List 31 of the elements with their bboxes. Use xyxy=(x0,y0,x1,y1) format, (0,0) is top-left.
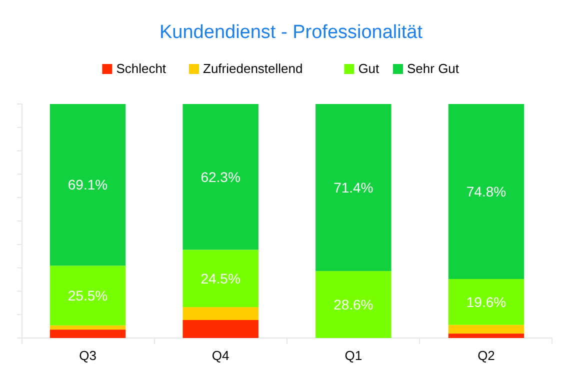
legend-label: Zufriedenstellend xyxy=(203,61,303,76)
bar xyxy=(50,325,126,330)
legend-label: Gut xyxy=(358,61,380,76)
data-label: 19.6% xyxy=(466,294,506,310)
x-tick-label: Q3 xyxy=(79,348,96,363)
bar xyxy=(448,324,524,334)
bar xyxy=(50,266,126,326)
bar xyxy=(316,104,392,272)
x-tick-label: Q2 xyxy=(478,348,495,363)
data-label: 28.6% xyxy=(334,296,374,312)
bar xyxy=(182,307,258,320)
legend-label: Schlecht xyxy=(116,61,166,76)
bar xyxy=(50,104,126,266)
bar xyxy=(448,334,524,338)
x-tick-label: Q1 xyxy=(344,348,362,363)
data-label: 74.8% xyxy=(466,183,506,200)
data-label: 25.5% xyxy=(68,287,108,304)
bar xyxy=(182,250,258,308)
x-tick-label: Q4 xyxy=(212,348,230,363)
bar xyxy=(182,320,258,338)
bar xyxy=(50,330,126,338)
data-label: 69.1% xyxy=(68,176,108,193)
data-label: 24.5% xyxy=(200,270,240,286)
data-label: 71.4% xyxy=(334,179,374,196)
bar xyxy=(182,104,258,250)
chart-title: Kundendienst - Professionalität xyxy=(160,22,424,43)
bar xyxy=(448,104,524,280)
bar xyxy=(448,279,524,325)
legend-label: Sehr Gut xyxy=(407,61,460,76)
data-label: 62.3% xyxy=(200,168,240,185)
bar xyxy=(316,271,392,338)
